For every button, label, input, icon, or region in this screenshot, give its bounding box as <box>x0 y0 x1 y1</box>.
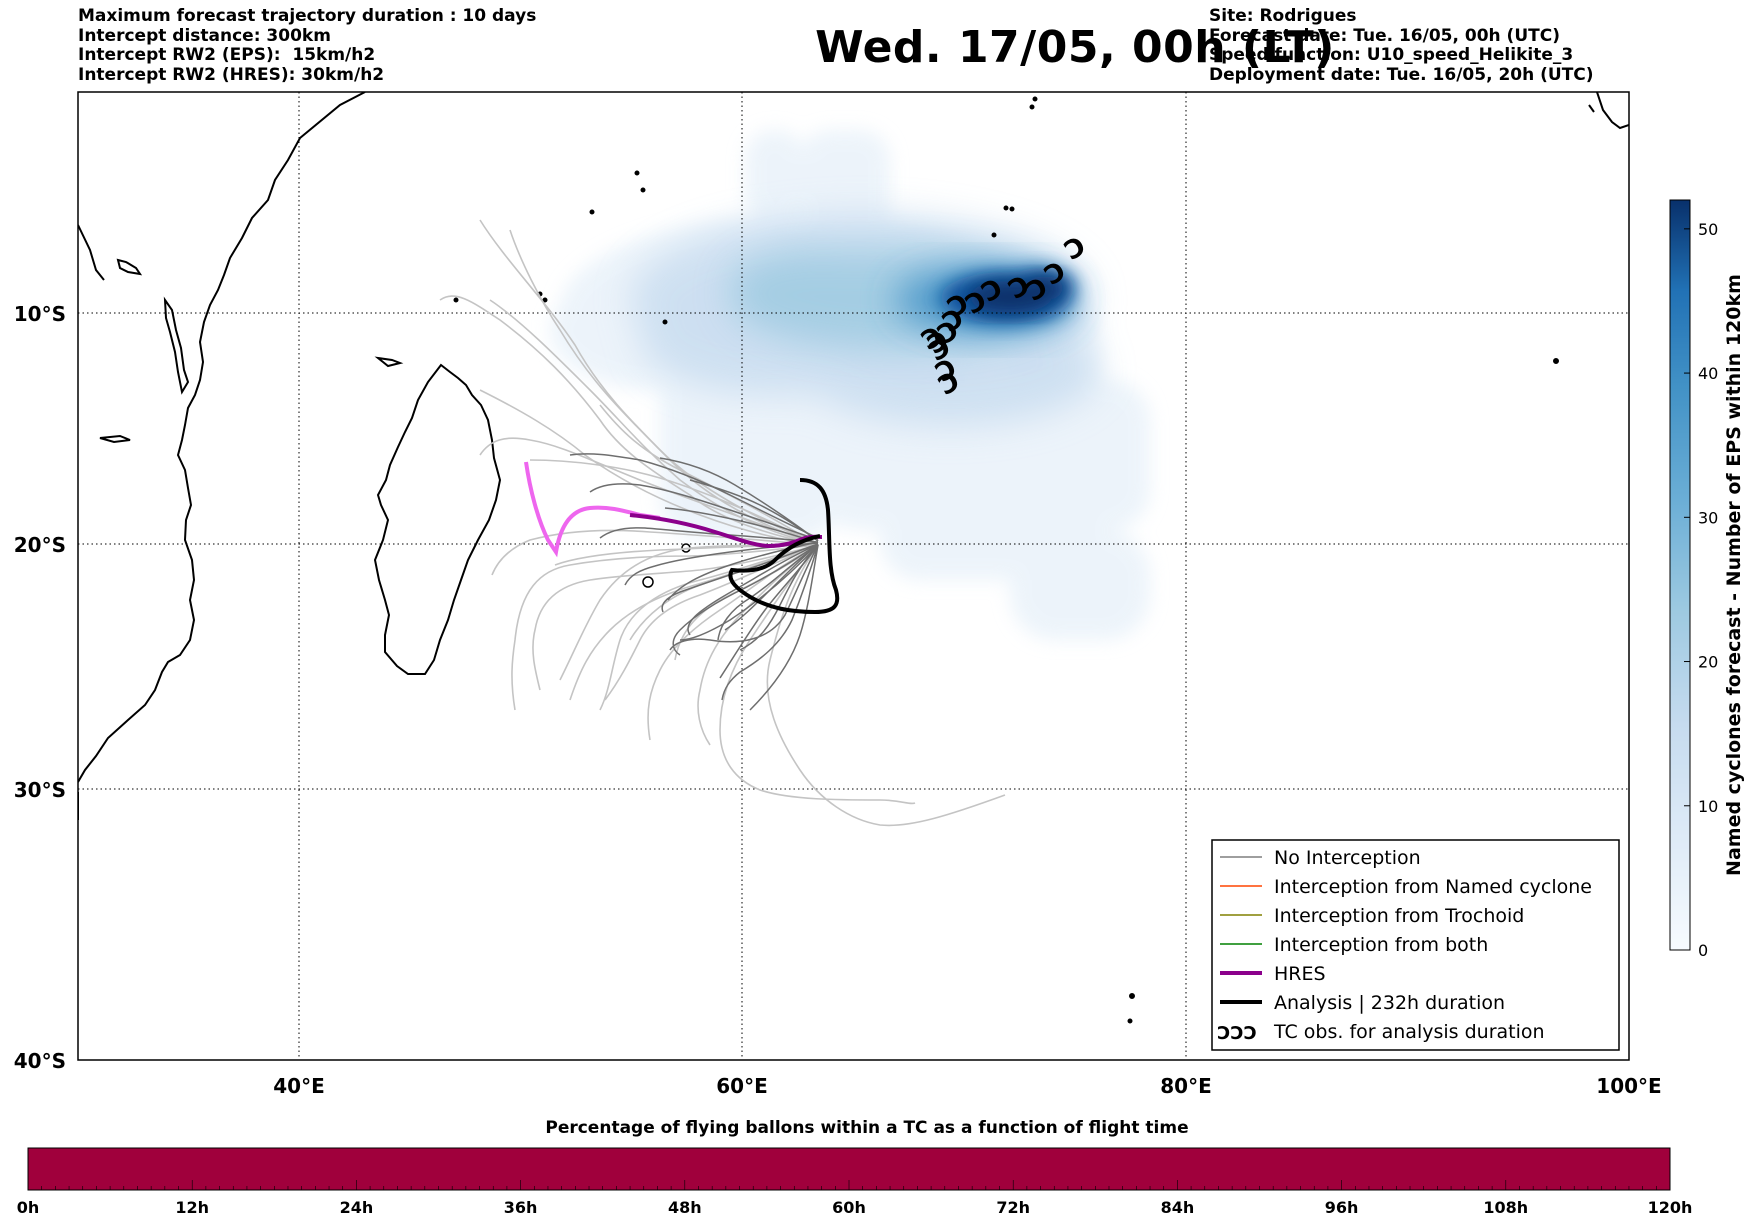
site-info-line-4: Deployment date: Tue. 16/05, 20h (UTC) <box>1209 64 1594 85</box>
colorbar-tick-label: 30 <box>1698 508 1718 527</box>
colorbar-tick-label: 20 <box>1698 653 1718 672</box>
flight-time-tick-label: 72h <box>996 1198 1030 1217</box>
forecast-parameters: Maximum forecast trajectory duration : 1… <box>78 6 537 85</box>
flight-time-tick-label: 96h <box>1325 1198 1359 1217</box>
legend-label: Analysis | 232h duration <box>1274 992 1505 1014</box>
flight-time-tick-label: 0h <box>17 1198 40 1217</box>
flight-time-tick-label: 36h <box>504 1198 538 1217</box>
lon-label: 40°E <box>273 1074 325 1098</box>
parameter-line-2: Intercept distance: 300km <box>78 25 331 46</box>
flight-time-bar-title: Percentage of flying ballons within a TC… <box>545 1118 1188 1138</box>
ensemble-density-field <box>550 130 1150 640</box>
lon-label: 80°E <box>1160 1074 1212 1098</box>
colorbar-tick-label: 40 <box>1698 364 1718 383</box>
site-info-line-1: Site: Rodrigues <box>1209 6 1357 26</box>
lon-label: 100°E <box>1596 1074 1661 1098</box>
site-info-line-2: Forecast date: Tue. 16/05, 00h (UTC) <box>1209 25 1560 46</box>
map-title: Wed. 17/05, 00h (LT) <box>815 22 1335 73</box>
legend-label: Interception from Named cyclone <box>1274 876 1592 898</box>
lat-label: 40°S <box>14 1049 66 1073</box>
lat-label: 20°S <box>14 533 66 557</box>
legend-label: Interception from both <box>1274 934 1488 956</box>
legend-box <box>1211 839 1620 1051</box>
lat-label: 30°S <box>14 778 66 802</box>
site-info: Site: Rodrigues Forecast date: Tue. 16/05… <box>1209 6 1594 85</box>
legend-label: HRES <box>1274 963 1326 985</box>
parameter-line-1: Maximum forecast trajectory duration : 1… <box>78 6 537 26</box>
colorbar-tick-label: 50 <box>1698 220 1718 239</box>
colorbar-tick-label: 0 <box>1698 941 1708 960</box>
longitude-labels: 40°E 60°E 80°E 100°E <box>273 1074 1661 1098</box>
map-border <box>77 91 1630 1061</box>
hres-early-segment <box>524 461 661 558</box>
colorbar-gradient <box>1669 199 1691 951</box>
flight-time-tick-label: 60h <box>832 1198 866 1217</box>
colorbar-label: Named cyclones forecast - Number of EPS … <box>1723 274 1745 876</box>
coastlines <box>78 92 1629 1024</box>
parameter-line-3: Intercept RW2 (EPS): 15km/h2 <box>78 45 376 65</box>
legend: No Interception Interception from Named c… <box>1211 839 1620 1051</box>
legend-label: TC obs. for analysis duration <box>1273 1021 1545 1043</box>
colorbar: 0 10 20 30 40 50 Named cyclones forecast - Nu… <box>1669 199 1745 960</box>
flight-time-tick-label: 120h <box>1648 1198 1693 1217</box>
latitude-labels: 10°S 20°S 30°S 40°S <box>14 302 66 1073</box>
parameter-line-4: Intercept RW2 (HRES): 30km/h2 <box>78 64 385 85</box>
legend-label: Interception from Trochoid <box>1274 905 1524 927</box>
analysis-trajectory <box>728 478 840 615</box>
flight-time-tick-label: 84h <box>1161 1198 1195 1217</box>
legend-label: No Interception <box>1274 847 1421 869</box>
flight-time-bar: Percentage of flying ballons within a TC… <box>17 1118 1693 1217</box>
site-info-line-3: Speed function: U10_speed_Helikite_3 <box>1209 45 1574 65</box>
flight-time-tick-label: 24h <box>340 1198 374 1217</box>
colorbar-tick-label: 10 <box>1698 797 1718 816</box>
flight-time-tick-label: 108h <box>1483 1198 1528 1217</box>
lon-label: 60°E <box>716 1074 768 1098</box>
lat-label: 10°S <box>14 302 66 326</box>
legend-tc-obs-icon: ƆƆƆ <box>1217 1023 1257 1044</box>
flight-time-tick-label: 12h <box>175 1198 209 1217</box>
graticule <box>78 92 1629 1060</box>
flight-time-tick-label: 48h <box>668 1198 702 1217</box>
